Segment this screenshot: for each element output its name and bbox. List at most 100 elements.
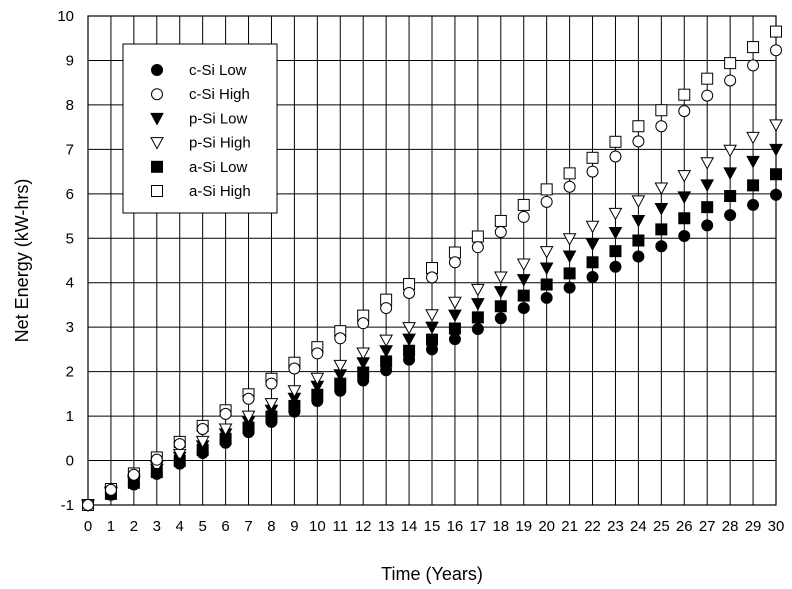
data-point (770, 188, 782, 201)
data-point (516, 274, 531, 287)
legend-marker (150, 112, 164, 126)
data-point (539, 246, 554, 259)
x-tick-label: 16 (447, 518, 464, 535)
x-tick-label: 30 (768, 518, 785, 535)
data-point (724, 209, 737, 222)
data-point (357, 317, 370, 330)
y-tick-label: -1 (61, 497, 74, 514)
data-point (724, 57, 737, 70)
x-tick-label: 25 (653, 518, 670, 535)
data-point (678, 230, 691, 243)
data-point (724, 190, 737, 203)
x-tick-label: 10 (309, 518, 326, 535)
data-point (471, 283, 485, 297)
data-point (242, 392, 255, 405)
data-point (425, 321, 439, 335)
data-point (609, 150, 622, 163)
data-point (677, 170, 692, 183)
data-point (218, 423, 233, 437)
data-point (219, 407, 232, 420)
legend-label: p-Si Low (189, 110, 248, 127)
data-point (585, 220, 600, 234)
x-tick-label: 4 (176, 518, 184, 535)
data-point (655, 104, 668, 117)
data-point (448, 296, 462, 310)
data-point (471, 311, 484, 324)
x-tick-label: 13 (378, 518, 395, 535)
data-point (334, 384, 347, 397)
legend-marker (151, 88, 163, 101)
x-tick-label: 19 (515, 518, 532, 535)
data-point (655, 240, 668, 253)
data-point (471, 241, 484, 254)
y-tick-label: 5 (66, 230, 74, 247)
data-point (195, 435, 210, 449)
data-point (494, 312, 507, 325)
data-point (539, 262, 554, 276)
data-point (632, 135, 645, 148)
series-p-si-high (81, 119, 783, 513)
legend-label: a-Si High (189, 183, 251, 200)
data-point (471, 230, 484, 243)
data-point (563, 167, 576, 180)
data-point (494, 300, 507, 313)
x-tick-label: 7 (244, 518, 252, 535)
data-point (517, 198, 530, 211)
data-point (654, 202, 669, 216)
data-point (747, 41, 760, 54)
data-point (288, 362, 301, 375)
y-tick-label: 0 (66, 453, 74, 470)
data-point (700, 179, 715, 192)
legend-label: c-Si Low (189, 62, 247, 79)
x-tick-label: 1 (107, 518, 115, 535)
data-point (655, 223, 668, 236)
data-point (173, 457, 186, 470)
data-point (586, 270, 599, 283)
plot-area-border (87, 15, 777, 506)
data-point (563, 180, 576, 193)
data-point (448, 309, 462, 323)
data-point (609, 135, 622, 148)
data-point (403, 286, 416, 299)
data-point (517, 210, 530, 223)
data-point (379, 345, 393, 358)
data-point (654, 182, 669, 196)
data-point (540, 291, 553, 304)
data-point (701, 219, 714, 232)
x-tick-label: 29 (745, 518, 762, 535)
y-tick-label: 9 (66, 52, 74, 69)
data-point (265, 415, 278, 428)
x-tick-label: 20 (538, 518, 555, 535)
series-c-si-low (82, 188, 782, 511)
data-point (678, 88, 691, 101)
x-tick-label: 18 (492, 518, 509, 535)
data-point (701, 89, 714, 102)
data-point (562, 233, 577, 246)
data-point (82, 499, 94, 511)
x-tick-label: 8 (267, 518, 275, 535)
data-point (127, 468, 140, 481)
data-point (608, 226, 623, 240)
data-point (173, 438, 186, 451)
x-tick-label: 9 (290, 518, 298, 535)
data-point (265, 377, 278, 390)
data-point (677, 191, 692, 204)
legend-label: a-Si Low (189, 159, 248, 176)
data-point (241, 410, 256, 424)
data-point (747, 179, 760, 192)
y-axis-title: Net Energy (kW-hrs) (12, 179, 32, 343)
y-tick-label: 1 (66, 408, 74, 425)
data-point (769, 143, 783, 157)
tick-labels: 0 1 2 3 4 5 6 7 8 9 10 11 12 13 14 15 16 17 18 19 20 21 22 23 24… (57, 8, 784, 535)
data-point (493, 271, 508, 284)
x-tick-label: 21 (561, 518, 578, 535)
data-point (678, 105, 691, 118)
data-point (357, 374, 370, 387)
data-point (770, 44, 782, 57)
data-point (104, 483, 117, 496)
data-point (631, 214, 646, 228)
data-point (448, 322, 461, 335)
data-point (287, 385, 302, 398)
data-point (678, 212, 691, 225)
